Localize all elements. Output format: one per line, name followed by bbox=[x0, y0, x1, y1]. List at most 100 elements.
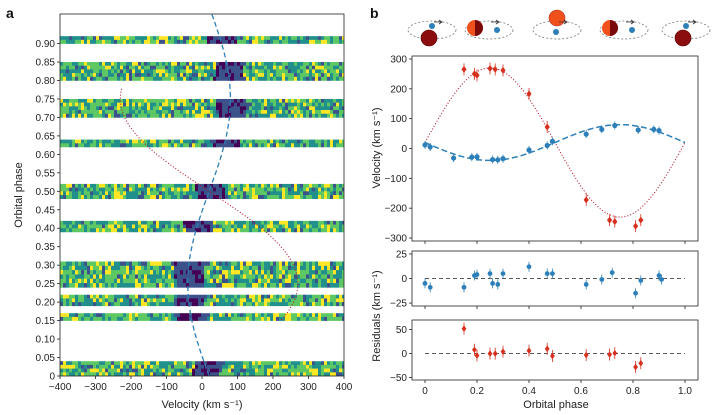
pixel bbox=[66, 195, 70, 199]
pixel bbox=[312, 368, 316, 373]
pixel bbox=[84, 36, 88, 41]
pixel bbox=[102, 368, 106, 373]
pixel bbox=[162, 98, 166, 103]
ytick-label: −200 bbox=[384, 204, 407, 215]
pixel bbox=[162, 364, 166, 369]
pixel bbox=[60, 361, 64, 366]
pixel bbox=[312, 36, 316, 41]
pixel bbox=[282, 283, 286, 288]
pixel bbox=[309, 265, 313, 271]
pixel bbox=[159, 143, 163, 148]
pixel bbox=[66, 110, 70, 115]
pixel bbox=[276, 316, 280, 321]
pixel bbox=[234, 261, 238, 267]
pixel bbox=[165, 224, 169, 229]
pixel bbox=[174, 183, 178, 188]
pixel bbox=[210, 278, 214, 284]
pixel bbox=[177, 302, 181, 307]
pixel bbox=[297, 224, 301, 229]
pixel bbox=[258, 270, 262, 275]
pixel bbox=[165, 36, 169, 41]
pixel bbox=[312, 69, 316, 74]
pixel bbox=[234, 36, 238, 41]
pixel bbox=[186, 36, 190, 41]
pixel bbox=[99, 65, 103, 70]
pixel bbox=[303, 278, 307, 284]
pixel bbox=[171, 261, 175, 267]
pixel bbox=[216, 73, 220, 78]
pixel bbox=[183, 191, 187, 196]
pixel bbox=[288, 65, 292, 70]
pixel bbox=[267, 65, 271, 70]
pixel bbox=[72, 270, 76, 275]
pixel bbox=[279, 228, 283, 233]
pixel bbox=[339, 313, 343, 318]
pixel bbox=[126, 106, 130, 111]
pixel bbox=[141, 36, 145, 41]
pixel bbox=[123, 183, 127, 188]
pixel bbox=[78, 191, 82, 196]
pixel bbox=[117, 302, 121, 307]
pixel bbox=[291, 191, 295, 196]
pixel bbox=[315, 143, 319, 148]
ytick-label: 0.60 bbox=[36, 150, 56, 161]
pixel bbox=[153, 139, 157, 144]
pixel bbox=[102, 278, 106, 284]
pixel bbox=[261, 364, 265, 369]
pixel bbox=[333, 265, 337, 271]
pixel bbox=[153, 110, 157, 115]
pixel bbox=[105, 368, 109, 373]
pixel bbox=[159, 110, 163, 115]
pixel bbox=[294, 106, 298, 111]
pixel bbox=[267, 187, 271, 192]
pixel bbox=[72, 361, 76, 366]
pixel bbox=[198, 313, 202, 318]
pixel bbox=[150, 294, 154, 299]
pixel bbox=[201, 143, 205, 148]
pixel bbox=[309, 195, 313, 199]
pixel bbox=[117, 294, 121, 299]
pixel bbox=[219, 76, 223, 81]
pixel bbox=[318, 62, 322, 67]
pixel bbox=[279, 372, 283, 376]
pixel bbox=[138, 224, 142, 229]
pixel bbox=[222, 36, 226, 41]
pixel bbox=[303, 139, 307, 144]
pixel bbox=[273, 69, 277, 74]
pixel bbox=[267, 183, 271, 188]
pixel bbox=[255, 139, 259, 144]
pixel bbox=[102, 302, 106, 307]
pixel bbox=[222, 265, 226, 271]
pixel bbox=[69, 98, 73, 103]
pixel bbox=[264, 65, 268, 70]
pixel bbox=[231, 361, 235, 366]
pixel bbox=[342, 76, 344, 81]
pixel bbox=[318, 361, 322, 366]
pixel bbox=[201, 316, 205, 321]
pixel bbox=[114, 76, 118, 81]
pixel bbox=[63, 228, 67, 233]
pixel bbox=[201, 313, 205, 318]
pixel bbox=[60, 102, 64, 107]
ytick-label: 0 bbox=[401, 349, 407, 360]
pixel bbox=[195, 39, 199, 44]
pixel bbox=[66, 39, 70, 44]
pixel bbox=[309, 316, 313, 321]
pixel bbox=[240, 265, 244, 271]
pixel bbox=[63, 313, 67, 318]
pixel bbox=[321, 265, 325, 271]
pixel bbox=[339, 294, 343, 299]
pixel bbox=[333, 270, 337, 275]
pixel bbox=[216, 316, 220, 321]
pixel bbox=[321, 313, 325, 318]
pixel bbox=[183, 224, 187, 229]
pixel bbox=[288, 102, 292, 107]
pixel bbox=[297, 62, 301, 67]
pixel bbox=[315, 76, 319, 81]
pixel bbox=[270, 183, 274, 188]
pixel bbox=[90, 39, 94, 44]
pixel bbox=[105, 106, 109, 111]
pixel bbox=[120, 62, 124, 67]
